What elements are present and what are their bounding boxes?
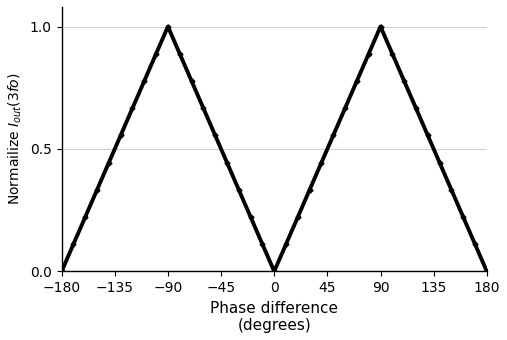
Y-axis label: Normailize $\mathit{I_{out}}(3fo)$: Normailize $\mathit{I_{out}}(3fo)$	[7, 73, 24, 205]
X-axis label: Phase difference
(degrees): Phase difference (degrees)	[210, 301, 338, 333]
